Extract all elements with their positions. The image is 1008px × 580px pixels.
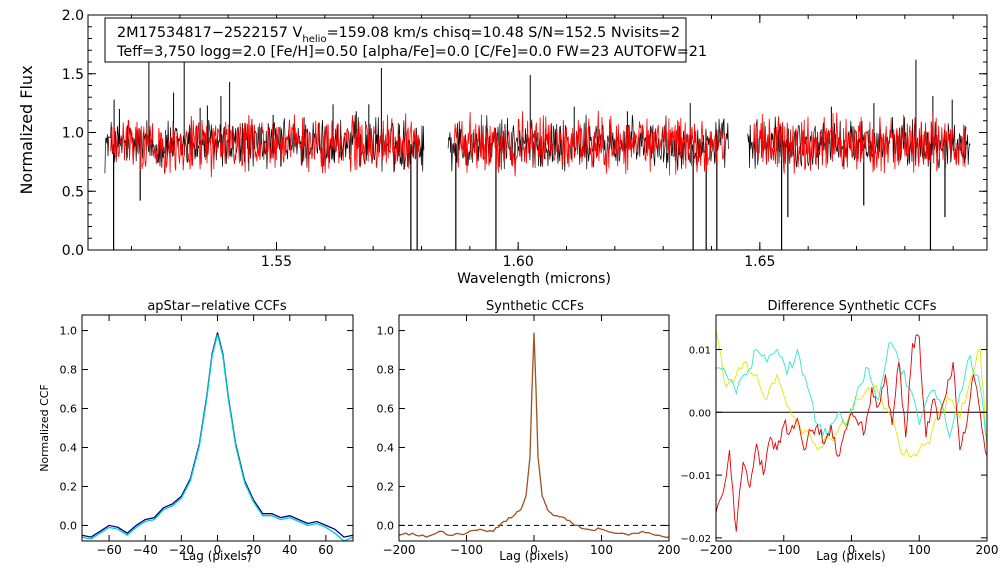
synthetic-ccf-ticks: 0.0 0.2 0.4 0.6 0.8 1.0 −200 −100 0 100 200 xyxy=(377,315,681,557)
synth-y-tick-label: 0.2 xyxy=(377,480,395,493)
spectrum-x-tick-label: 1.65 xyxy=(744,254,775,270)
synth-series-synthetic-peak xyxy=(399,332,669,538)
diff-series-group xyxy=(716,330,987,532)
apstar-series-group xyxy=(82,332,353,541)
synth-x-tick-label: 0 xyxy=(530,543,538,557)
spectrum-plot-area xyxy=(104,40,971,250)
apstar-y-tick-label: 0.0 xyxy=(60,519,78,532)
apstar-ccf-panel: apStar−relative CCFs 0.0 0.2 0.4 0.6 0.8 1.0 −… xyxy=(38,299,354,563)
diff-y-tick-label: 0.01 xyxy=(689,346,711,357)
info-line-1-prefix: 2M17534817−2522157 V xyxy=(117,25,303,41)
diff-x-tick-label: −100 xyxy=(767,543,800,557)
synth-y-tick-label: 0.6 xyxy=(377,403,395,416)
diff-x-tick-label: 0 xyxy=(848,543,856,557)
synth-x-tick-label: −100 xyxy=(450,543,483,557)
difference-ccf-x-label: Lag (pixels) xyxy=(816,549,886,563)
synth-series-group xyxy=(399,332,669,538)
diff-y-tick-label: 0.00 xyxy=(689,408,711,419)
synth-y-tick-label: 0.4 xyxy=(377,441,395,454)
spectrum-x-tick-label: 1.60 xyxy=(503,254,534,270)
apstar-ccf-plot-area xyxy=(82,332,353,541)
apstar-x-tick-label: 0 xyxy=(214,543,222,557)
apstar-x-tick-label: 40 xyxy=(282,543,297,557)
apstar-ccf-x-label: Lag (pixels) xyxy=(182,549,252,563)
apstar-ccf-frame xyxy=(81,314,354,542)
spectrum-y-tick-label: 1.0 xyxy=(62,126,84,142)
synth-x-tick-label: 100 xyxy=(590,543,613,557)
diff-y-tick-label: −0.02 xyxy=(680,534,711,545)
apstar-x-tick-label: −60 xyxy=(96,543,121,557)
apstar-x-tick-label: −20 xyxy=(169,543,194,557)
diff-series-cyan xyxy=(716,341,987,444)
difference-ccf-title: Difference Synthetic CCFs xyxy=(767,299,936,314)
info-line-2: Teff=3,750 logg=2.0 [Fe/H]=0.50 [alpha/F… xyxy=(116,44,707,60)
info-line-1: 2M17534817−2522157 Vhelio=159.08 km/s ch… xyxy=(117,25,680,45)
diff-series-red xyxy=(716,334,987,532)
synth-x-tick-label: 200 xyxy=(658,543,681,557)
difference-ccf-plot-area xyxy=(716,330,987,532)
synth-y-tick-label: 0.0 xyxy=(377,519,395,532)
spectrum-ticks: 0.0 0.5 1.0 1.5 2.0 1.55 1.60 1.65 xyxy=(62,8,987,270)
spectrum-x-label: Wavelength (microns) xyxy=(457,271,611,287)
apstar-y-tick-label: 0.6 xyxy=(60,403,78,416)
apstar-x-tick-label: 60 xyxy=(318,543,333,557)
spectrum-y-tick-label: 1.5 xyxy=(62,67,84,83)
apstar-series-visit-1 xyxy=(82,332,353,538)
spectrum-y-tick-label: 2.0 xyxy=(62,8,84,24)
info-box: 2M17534817−2522157 Vhelio=159.08 km/s ch… xyxy=(104,17,707,63)
diff-x-tick-label: 200 xyxy=(976,543,999,557)
spectrum-y-label: Normalized Flux xyxy=(17,65,36,194)
apstar-y-tick-label: 1.0 xyxy=(60,325,78,338)
spectrum-model-line xyxy=(110,110,967,178)
apstar-x-tick-label: −40 xyxy=(133,543,158,557)
difference-ccf-frame xyxy=(715,314,988,542)
apstar-ccf-title: apStar−relative CCFs xyxy=(147,299,287,314)
synth-y-tick-label: 0.8 xyxy=(377,364,395,377)
diff-x-tick-label: 100 xyxy=(908,543,931,557)
difference-ccf-panel: Difference Synthetic CCFs −0.02 −0.01 0.00… xyxy=(680,299,998,563)
diff-y-tick-label: −0.01 xyxy=(680,471,711,482)
synthetic-ccf-panel: Synthetic CCFs 0.0 0.2 0.4 0.6 0.8 1.0 −200 −10… xyxy=(377,299,681,563)
info-line-1-sub: helio xyxy=(302,34,326,45)
apstar-y-tick-label: 0.8 xyxy=(60,364,78,377)
apstar-x-tick-label: 20 xyxy=(246,543,261,557)
diff-series-yellow xyxy=(716,330,987,457)
synthetic-ccf-title: Synthetic CCFs xyxy=(486,299,584,314)
difference-ccf-ticks: −0.02 −0.01 0.00 0.01 −200 −100 0 100 200 xyxy=(680,315,998,557)
synth-x-tick-label: −200 xyxy=(383,543,416,557)
apstar-ccf-y-label: Normalized CCF xyxy=(38,384,51,472)
spectrum-panel: 0.0 0.5 1.0 1.5 2.0 1.55 1.60 1.65 Normalized F… xyxy=(17,8,988,287)
apstar-y-tick-label: 0.2 xyxy=(60,480,78,493)
spectrum-y-tick-label: 0.0 xyxy=(62,243,84,259)
spectrum-y-tick-label: 0.5 xyxy=(62,184,84,200)
apstar-y-tick-label: 0.4 xyxy=(60,441,78,454)
synthetic-ccf-x-label: Lag (pixels) xyxy=(499,549,569,563)
info-line-1-suffix: =159.08 km/s chisq=10.48 S/N=152.5 Nvisi… xyxy=(327,25,680,41)
synthetic-ccf-plot-area xyxy=(399,332,669,538)
info-box-frame xyxy=(104,17,687,63)
synth-y-tick-label: 1.0 xyxy=(377,325,395,338)
apstar-ccf-ticks: 0.0 0.2 0.4 0.6 0.8 1.0 −60 −40 −20 0 20 40 60 xyxy=(60,315,353,557)
diff-x-tick-label: −200 xyxy=(700,543,733,557)
apstar-series-visit-2 xyxy=(82,334,353,541)
spectrum-x-tick-label: 1.55 xyxy=(261,254,292,270)
